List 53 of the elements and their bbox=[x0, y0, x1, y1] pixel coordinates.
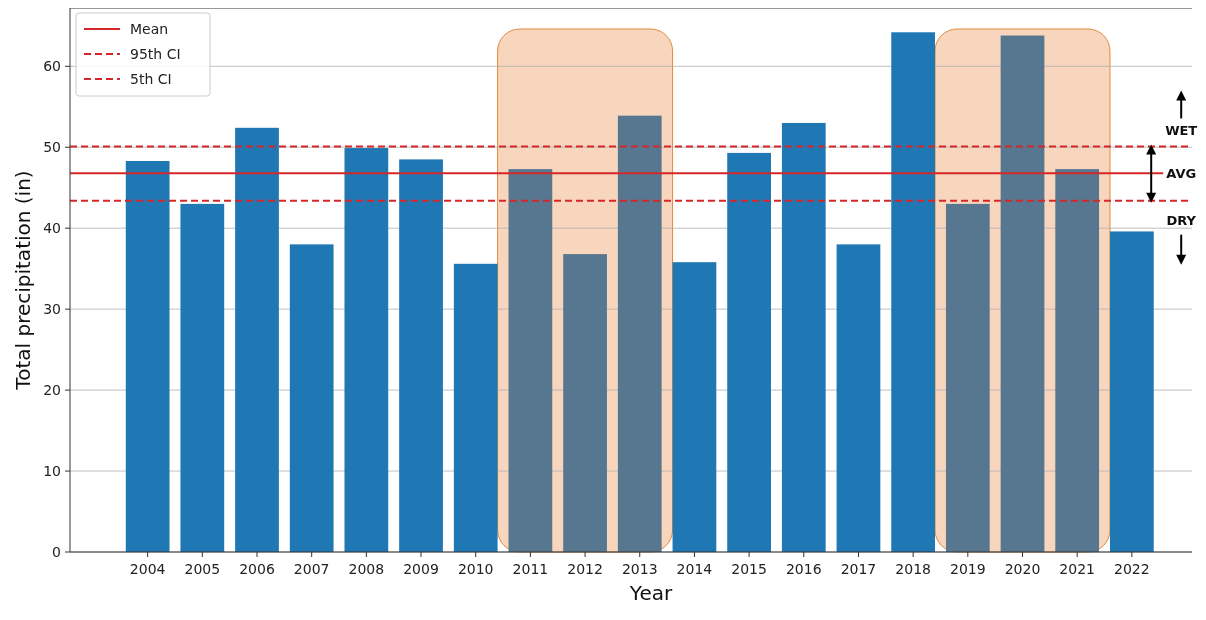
x-tick-label: 2006 bbox=[239, 561, 275, 577]
bar bbox=[344, 148, 389, 552]
bar bbox=[453, 263, 498, 552]
x-tick-label: 2011 bbox=[512, 561, 549, 577]
bar bbox=[235, 127, 279, 552]
x-tick-label: 2004 bbox=[129, 561, 166, 577]
bar bbox=[508, 169, 553, 552]
bar bbox=[399, 159, 443, 552]
x-tick-label: 2019 bbox=[950, 561, 986, 577]
x-tick-label: 2010 bbox=[457, 561, 494, 577]
annotation: WET bbox=[1165, 122, 1198, 138]
x-tick-label: 2016 bbox=[785, 561, 822, 577]
bar bbox=[180, 203, 225, 552]
y-tick-label: 50 bbox=[43, 139, 61, 156]
y-tick-label: 30 bbox=[43, 301, 61, 318]
x-tick-label: 2020 bbox=[1004, 561, 1041, 577]
y-axis-title: Total precipitation (in) bbox=[11, 170, 35, 391]
bar bbox=[617, 115, 662, 552]
x-axis-title: Year bbox=[628, 581, 673, 605]
x-tick-label: 2009 bbox=[403, 561, 439, 577]
x-tick-label: 2018 bbox=[895, 561, 931, 577]
bar bbox=[727, 152, 771, 552]
annotation: AVG bbox=[1166, 165, 1197, 181]
bar bbox=[125, 161, 170, 552]
bar bbox=[1055, 169, 1100, 552]
x-tick-label: 2008 bbox=[348, 561, 385, 577]
y-tick-label: 20 bbox=[43, 382, 61, 398]
legend-label: 5th CI bbox=[130, 70, 172, 87]
bar bbox=[1000, 35, 1045, 552]
x-tick-label: 2022 bbox=[1114, 561, 1150, 577]
bar bbox=[289, 244, 334, 552]
bar bbox=[672, 262, 717, 552]
y-tick-label: 0 bbox=[52, 543, 61, 560]
x-tick-label: 2007 bbox=[293, 561, 330, 577]
legend-label: Mean bbox=[130, 20, 169, 37]
x-tick-label: 2005 bbox=[184, 561, 221, 577]
y-tick-label: 60 bbox=[43, 58, 61, 75]
bar bbox=[836, 244, 881, 552]
y-tick-label: 10 bbox=[43, 462, 61, 479]
bar bbox=[1109, 231, 1154, 552]
x-tick-label: 2015 bbox=[731, 561, 767, 577]
annotation: DRY bbox=[1166, 213, 1197, 229]
x-tick-label: 2017 bbox=[840, 561, 877, 577]
x-tick-label: 2012 bbox=[567, 561, 603, 577]
bar bbox=[563, 254, 607, 552]
bar bbox=[945, 203, 990, 552]
bar bbox=[891, 32, 936, 552]
y-tick-label: 40 bbox=[43, 220, 61, 237]
x-tick-label: 2021 bbox=[1059, 561, 1095, 577]
x-tick-label: 2014 bbox=[676, 561, 713, 577]
bar bbox=[781, 122, 826, 552]
legend-label: 95th CI bbox=[130, 45, 181, 62]
x-tick-label: 2013 bbox=[621, 561, 658, 577]
